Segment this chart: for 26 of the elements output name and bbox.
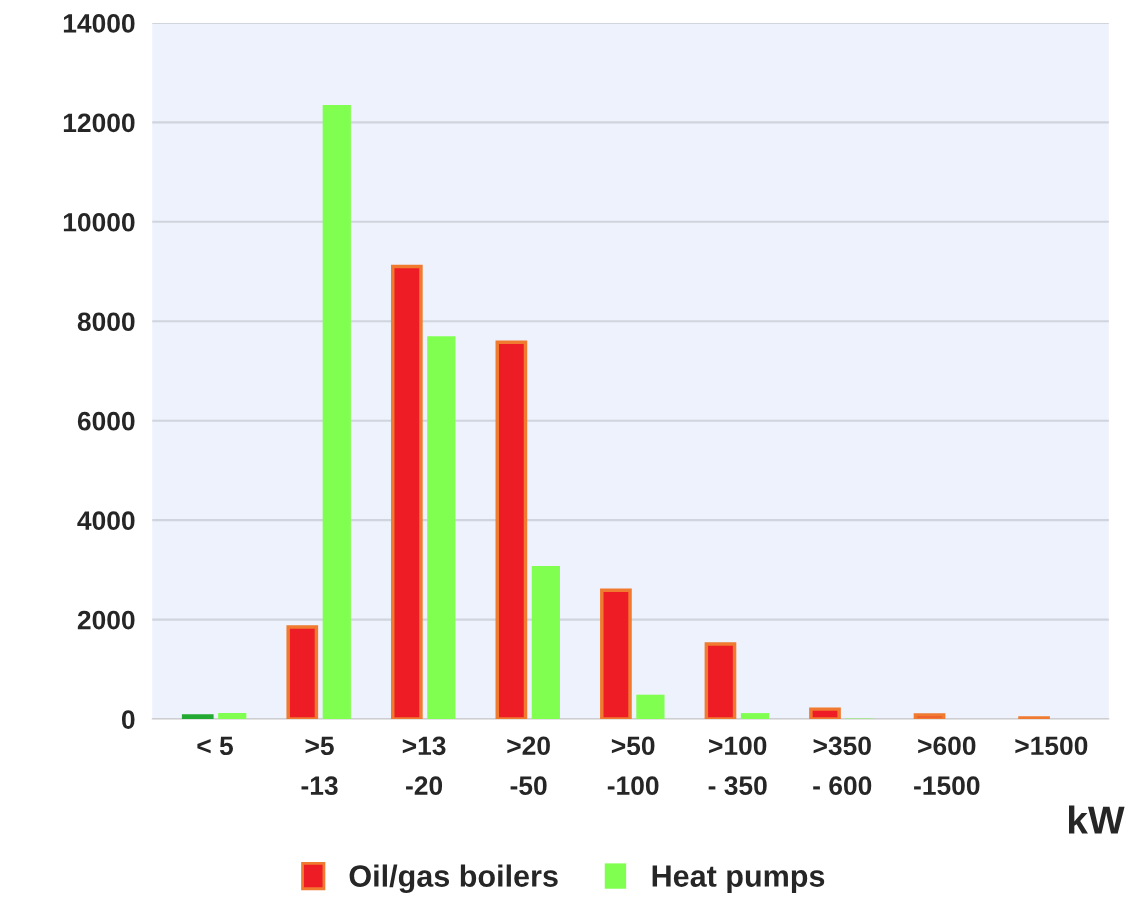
bar [531, 565, 560, 720]
y-tick-label: 10000 [63, 212, 135, 232]
bar [427, 336, 456, 720]
bar [218, 713, 247, 720]
x-tick-label: >100 - 350 [708, 736, 767, 796]
y-tick-label: 12000 [63, 113, 135, 133]
x-tick-label: >600 -1500 [914, 736, 980, 796]
legend-label: Oil/gas boilers [349, 864, 558, 894]
bar [740, 713, 770, 720]
x-tick-label: >13 -20 [402, 736, 446, 796]
x-tick-label: >350 - 600 [813, 736, 872, 796]
y-tick-label: 14000 [63, 14, 135, 33]
x-tick-label: >50 -100 [607, 736, 659, 796]
x-tick-label: >5 -13 [301, 736, 338, 796]
bar [322, 104, 351, 720]
y-tick-label: 2000 [77, 610, 135, 630]
x-tick-label: >1500 [1015, 736, 1088, 756]
x-tick-label: < 5 [197, 736, 233, 756]
x-axis-title: kW [1069, 805, 1125, 834]
legend-label: Heat pumps [652, 865, 825, 893]
y-tick-label: 0 [121, 710, 135, 729]
y-tick-label: 6000 [77, 411, 135, 431]
x-tick-label: >20 -50 [507, 736, 550, 796]
y-tick-label: 8000 [77, 312, 135, 332]
y-tick-label: 4000 [77, 511, 135, 530]
bar [636, 694, 665, 720]
